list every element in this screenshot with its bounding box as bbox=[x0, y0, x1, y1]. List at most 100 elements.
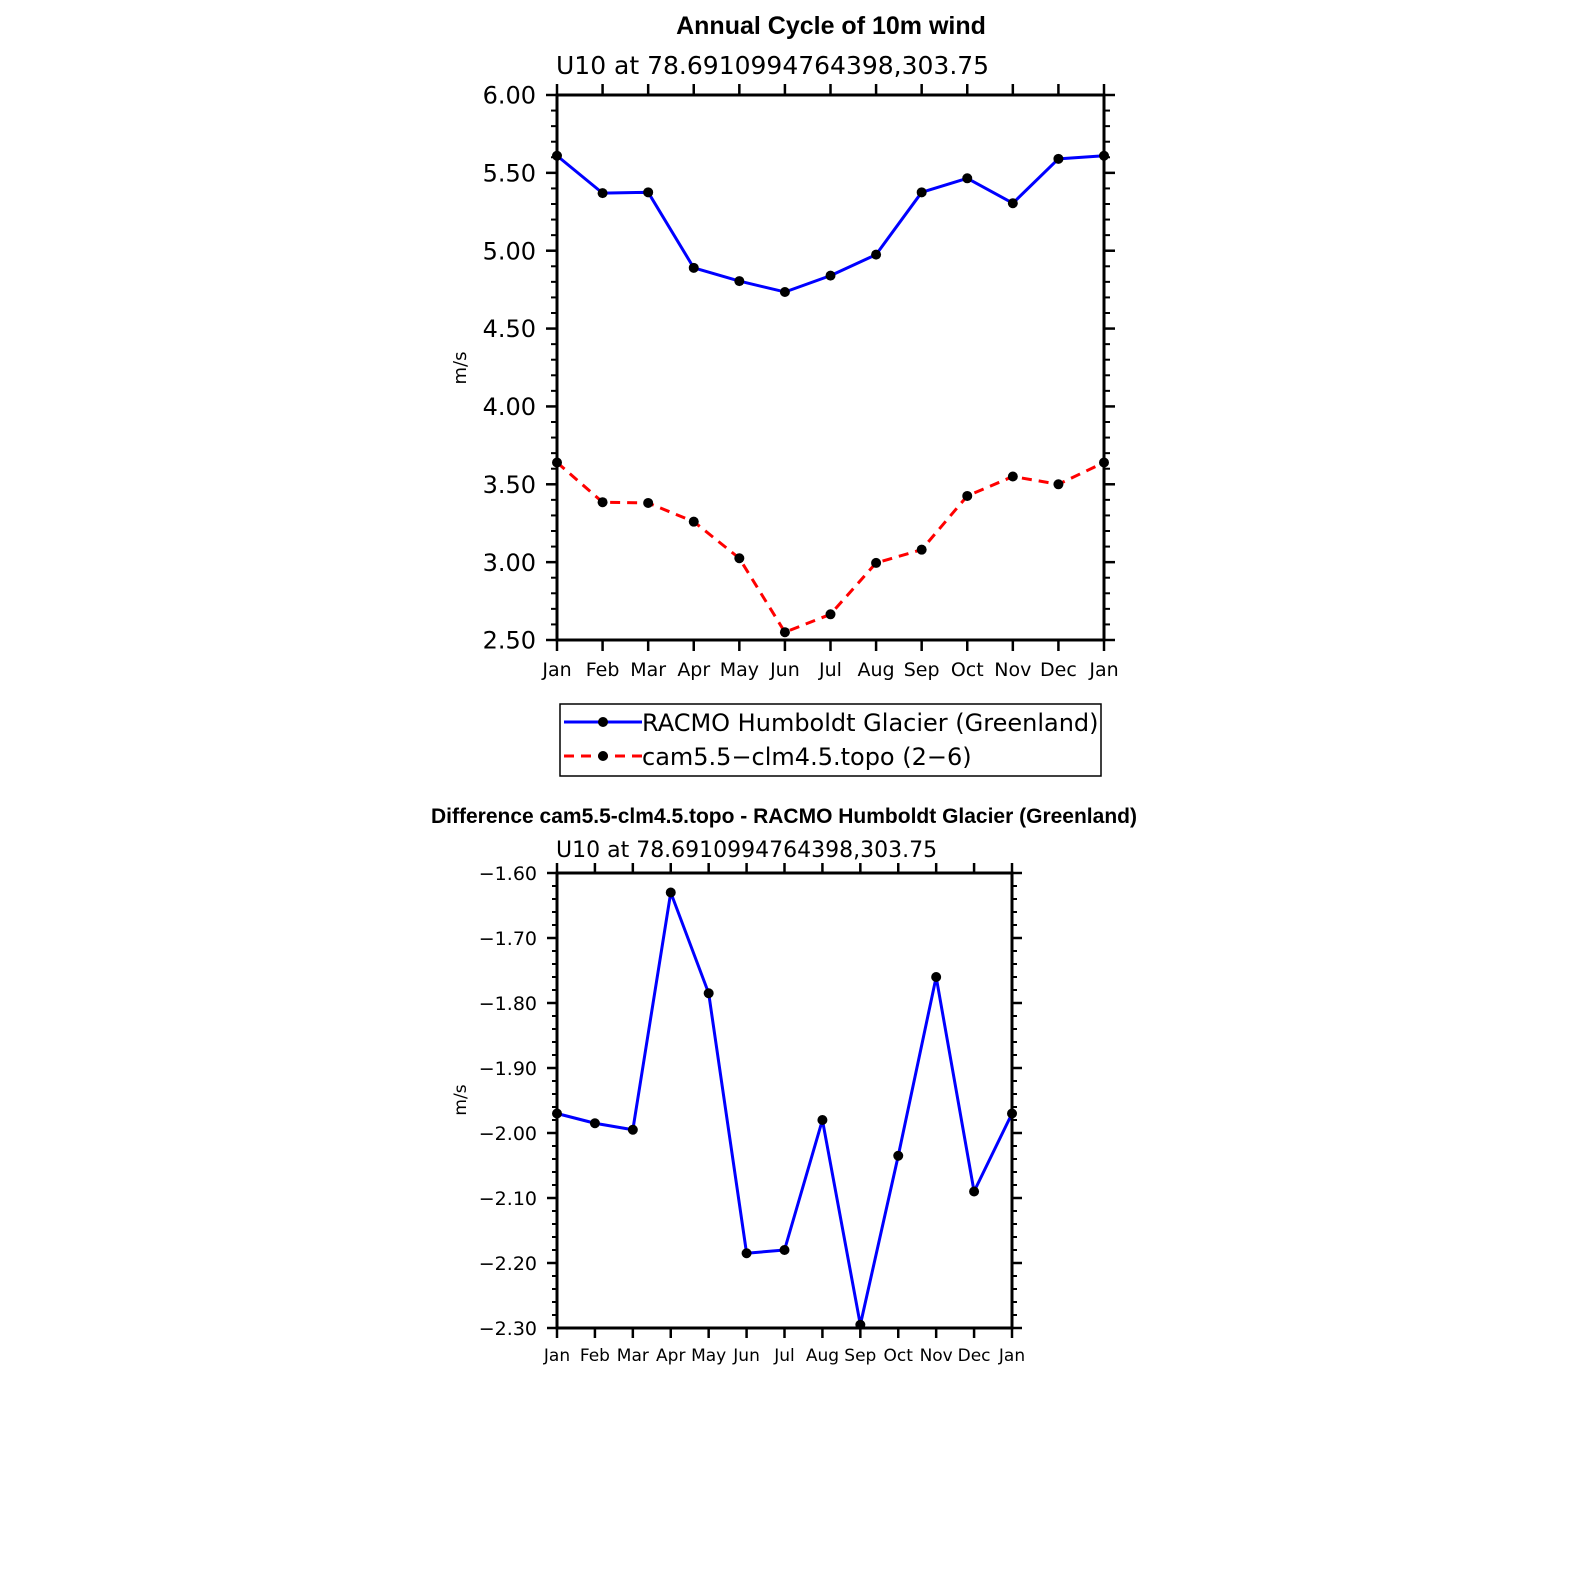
y-tick-label: 5.50 bbox=[483, 159, 536, 187]
chart1-subtitle: U10 at 78.6910994764398,303.75 bbox=[556, 51, 989, 80]
y-tick-label: 4.00 bbox=[483, 393, 536, 421]
chart2-series bbox=[552, 887, 1017, 1330]
series-1-point bbox=[916, 544, 927, 555]
series-0-point bbox=[1053, 153, 1064, 164]
series-0-point bbox=[916, 187, 927, 198]
series-1-point bbox=[962, 490, 973, 501]
series-1-point bbox=[1053, 479, 1064, 490]
x-tick-label: Mar bbox=[617, 1346, 649, 1366]
y-tick-label: 3.00 bbox=[483, 549, 536, 577]
x-tick-label: Apr bbox=[656, 1346, 685, 1366]
x-tick-label: Dec bbox=[1040, 659, 1077, 681]
series-line-0 bbox=[556, 891, 1014, 1327]
series-0-point bbox=[643, 187, 654, 198]
series-0-point bbox=[962, 173, 973, 184]
series-1-point bbox=[643, 497, 654, 508]
series-0-point bbox=[703, 988, 714, 999]
chart2-title: Difference cam5.5-clm4.5.topo - RACMO Hu… bbox=[431, 805, 1137, 828]
series-1-point bbox=[734, 553, 745, 564]
y-tick-label: 4.50 bbox=[483, 315, 536, 343]
legend-marker-racmo bbox=[598, 717, 608, 727]
y-tick-label: 5.00 bbox=[483, 237, 536, 265]
x-tick-label: Feb bbox=[586, 659, 620, 681]
x-tick-label: Jan bbox=[543, 1346, 570, 1366]
chart1-y-axis: 6.00 5.50 5.00 4.50 4.00 3.50 3.00 2.50 bbox=[483, 82, 1115, 655]
legend-label-cam: cam5.5−clm4.5.topo (2−6) bbox=[642, 743, 972, 771]
difference-chart: Difference cam5.5-clm4.5.topo - RACMO Hu… bbox=[431, 805, 1137, 1366]
annual-cycle-chart: Annual Cycle of 10m wind U10 at 78.69109… bbox=[450, 12, 1119, 777]
y-tick-label: 3.50 bbox=[483, 471, 536, 499]
y-tick-label: −2.00 bbox=[479, 1123, 537, 1145]
series-0-point bbox=[734, 276, 745, 287]
series-0-point bbox=[817, 1115, 828, 1125]
x-tick-label: Jul bbox=[818, 659, 842, 681]
x-tick-label: Nov bbox=[994, 659, 1031, 681]
series-1-point bbox=[597, 497, 608, 508]
y-tick-label: −2.20 bbox=[479, 1253, 537, 1275]
x-tick-label: Jan bbox=[1088, 659, 1118, 681]
y-tick-label: −1.90 bbox=[479, 1058, 537, 1080]
y-tick-label: 2.50 bbox=[483, 627, 536, 655]
chart2-ylabel: m/s bbox=[451, 1084, 471, 1115]
chart2-y-axis: −1.60 −1.70 −1.80 −1.90 −2.00 −2.10 −2.20 −2.30 bbox=[479, 863, 1022, 1340]
x-tick-label: Aug bbox=[806, 1346, 839, 1366]
series-0-point bbox=[779, 1245, 790, 1255]
x-tick-label: Oct bbox=[951, 659, 984, 681]
series-1-point bbox=[779, 627, 790, 638]
x-tick-label: Jun bbox=[769, 659, 800, 681]
chart1-x-axis: Jan Feb Mar Apr May Jun Jul Aug Sep Oct Nov Dec Jan bbox=[541, 84, 1119, 681]
x-tick-label: Jan bbox=[541, 659, 571, 681]
series-0-point bbox=[627, 1124, 638, 1135]
legend-box bbox=[559, 703, 1102, 777]
chart1-ylabel: m/s bbox=[450, 352, 471, 385]
series-0-point bbox=[741, 1248, 752, 1259]
series-0-point bbox=[779, 286, 790, 297]
series-1-point bbox=[825, 609, 836, 620]
series-1-point bbox=[871, 557, 882, 568]
y-tick-label: −2.30 bbox=[479, 1318, 537, 1340]
y-tick-label: −2.10 bbox=[479, 1188, 537, 1210]
x-tick-label: Jan bbox=[998, 1346, 1025, 1366]
chart1-title: Annual Cycle of 10m wind bbox=[676, 12, 986, 40]
series-1-point bbox=[1007, 471, 1018, 482]
chart1-series bbox=[552, 150, 1109, 638]
legend-entry-racmo: RACMO Humboldt Glacier (Greenland) bbox=[564, 709, 1099, 737]
series-line-1 bbox=[556, 461, 1105, 634]
chart1-legend: RACMO Humboldt Glacier (Greenland) cam5.… bbox=[559, 703, 1102, 777]
chart2-plot-frame bbox=[555, 871, 1014, 1330]
x-tick-label: Feb bbox=[580, 1346, 610, 1366]
x-tick-label: Sep bbox=[904, 659, 940, 681]
chart2-x-axis: Jan Feb Mar Apr May Jun Jul Aug Sep Oct Nov Dec Jan bbox=[543, 863, 1025, 1366]
series-0-point bbox=[688, 262, 699, 273]
series-0-point bbox=[589, 1118, 600, 1129]
x-tick-label: Jun bbox=[732, 1346, 760, 1366]
series-0-point bbox=[871, 249, 882, 260]
y-tick-label: −1.60 bbox=[479, 863, 537, 885]
series-0-point bbox=[1007, 198, 1018, 209]
x-tick-label: Jul bbox=[773, 1346, 795, 1366]
x-tick-label: May bbox=[691, 1346, 726, 1366]
series-0-point bbox=[931, 972, 942, 982]
series-0-point bbox=[665, 887, 676, 898]
x-tick-label: Dec bbox=[958, 1346, 991, 1366]
series-0-point bbox=[893, 1150, 904, 1161]
series-1-point bbox=[688, 516, 699, 527]
legend-label-racmo: RACMO Humboldt Glacier (Greenland) bbox=[642, 709, 1099, 737]
legend-marker-cam bbox=[598, 751, 608, 761]
x-tick-label: Mar bbox=[630, 659, 666, 681]
y-tick-label: −1.70 bbox=[479, 928, 537, 950]
x-tick-label: Apr bbox=[677, 659, 710, 681]
series-0-point bbox=[825, 270, 836, 281]
x-tick-label: May bbox=[720, 659, 759, 681]
chart1-plot-frame bbox=[555, 93, 1106, 642]
x-tick-label: Sep bbox=[844, 1346, 876, 1366]
y-tick-label: 6.00 bbox=[483, 82, 536, 110]
series-0-point bbox=[969, 1186, 980, 1197]
series-0-point bbox=[597, 188, 608, 199]
legend-entry-cam: cam5.5−clm4.5.topo (2−6) bbox=[564, 743, 972, 771]
x-tick-label: Nov bbox=[920, 1346, 953, 1366]
chart2-subtitle: U10 at 78.6910994764398,303.75 bbox=[556, 838, 937, 863]
y-tick-label: −1.80 bbox=[479, 993, 537, 1015]
x-tick-label: Oct bbox=[884, 1346, 914, 1366]
